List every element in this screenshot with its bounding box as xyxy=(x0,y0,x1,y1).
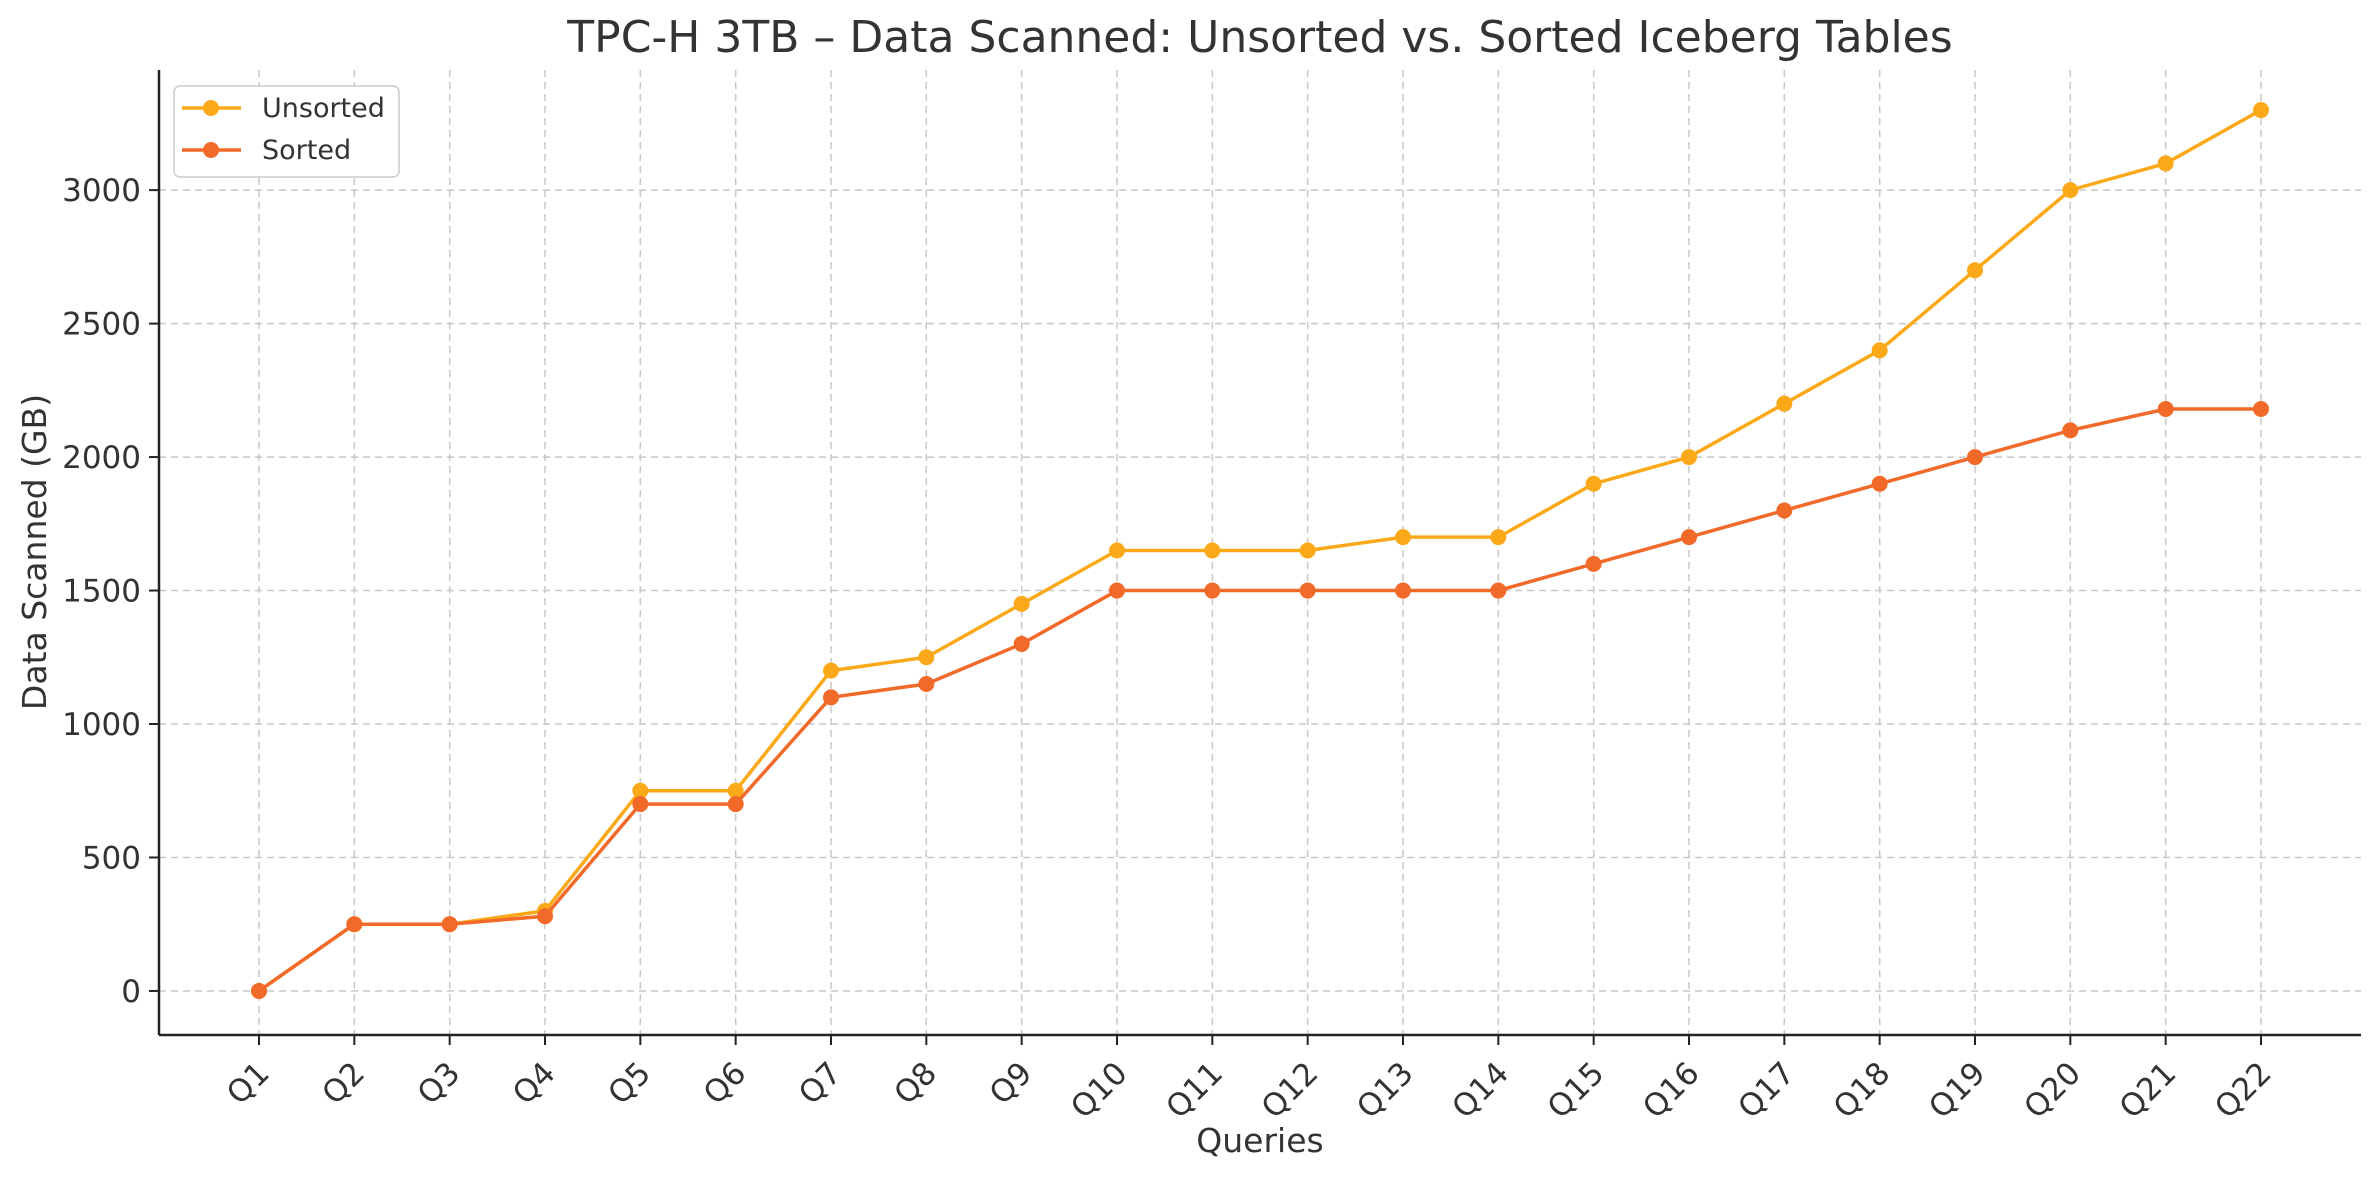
x-tick-label: Q15 xyxy=(1541,1055,1612,1126)
x-tick-label: Q8 xyxy=(887,1055,944,1112)
x-tick-label: Q6 xyxy=(697,1055,754,1112)
unsorted-point xyxy=(1681,449,1697,466)
y-tick-label: 1000 xyxy=(62,707,141,743)
sorted-point xyxy=(1871,475,1888,492)
unsorted-point xyxy=(1490,529,1507,546)
unsorted-line xyxy=(257,108,2262,993)
sorted-point xyxy=(2253,401,2269,418)
series-sorted xyxy=(251,401,2269,999)
sorted-point xyxy=(537,908,553,925)
sorted-point xyxy=(1299,582,1316,599)
unsorted-point xyxy=(1013,595,1030,612)
x-tick-label: Q9 xyxy=(983,1055,1040,1112)
sorted-point xyxy=(1395,582,1411,599)
x-tick-label: Q17 xyxy=(1731,1055,1802,1126)
sorted-point xyxy=(823,689,839,706)
x-tick-label: Q19 xyxy=(1922,1055,1993,1126)
x-tick-label: Q4 xyxy=(506,1055,563,1112)
x-tick-label: Q13 xyxy=(1350,1055,1421,1126)
legend: Unsorted Sorted xyxy=(173,85,400,178)
unsorted-point xyxy=(1776,395,1793,412)
unsorted-point xyxy=(1395,529,1411,546)
sorted-point xyxy=(1681,529,1697,546)
sorted-point xyxy=(1776,502,1793,519)
grid-lines xyxy=(159,70,2361,1035)
legend-unsorted-marker xyxy=(203,100,219,116)
unsorted-point xyxy=(1967,262,1983,279)
x-tick-label: Q7 xyxy=(792,1055,849,1112)
x-tick-label: Q3 xyxy=(411,1055,468,1112)
y-tick-label: 500 xyxy=(82,840,141,876)
sorted-point xyxy=(251,982,267,999)
y-axis-label: Data Scanned (GB) xyxy=(15,394,54,710)
unsorted-point xyxy=(1299,542,1316,559)
unsorted-point xyxy=(727,782,744,799)
y-tick-label: 3000 xyxy=(62,173,141,209)
legend-sorted-marker xyxy=(203,142,219,158)
series-unsorted xyxy=(251,102,2269,999)
legend-sorted-label: Sorted xyxy=(262,135,351,166)
unsorted-point xyxy=(2062,182,2079,199)
unsorted-point xyxy=(632,782,649,799)
sorted-point xyxy=(346,916,363,933)
x-tick-label: Q2 xyxy=(315,1055,372,1112)
x-tick-label: Q1 xyxy=(220,1055,277,1112)
chart-title: TPC-H 3TB – Data Scanned: Unsorted vs. S… xyxy=(566,12,1952,63)
y-tick-label: 1500 xyxy=(62,574,141,610)
x-axis-ticks: Q1 Q2 Q3 Q4 Q5 Q6 Q7 Q8 Q9 Q10 Q11 Q12 Q13 Q14 Q15 Q16 Q… xyxy=(220,1035,2279,1126)
x-tick-label: Q16 xyxy=(1636,1055,1707,1126)
sorted-point xyxy=(632,796,649,813)
sorted-point xyxy=(441,916,458,933)
x-tick-label: Q11 xyxy=(1159,1055,1230,1126)
unsorted-point xyxy=(1871,342,1888,359)
x-tick-label: Q18 xyxy=(1827,1055,1898,1126)
x-tick-label: Q5 xyxy=(601,1055,658,1112)
sorted-point xyxy=(727,796,744,813)
y-tick-label: 2000 xyxy=(62,440,141,476)
y-tick-label: 2500 xyxy=(62,307,141,343)
unsorted-point xyxy=(1109,542,1125,559)
x-tick-label: Q22 xyxy=(2208,1055,2279,1126)
x-tick-label: Q21 xyxy=(2113,1055,2184,1126)
x-tick-label: Q12 xyxy=(1255,1055,1326,1126)
sorted-point xyxy=(2062,422,2079,439)
unsorted-point xyxy=(823,662,839,679)
legend-unsorted-label: Unsorted xyxy=(262,93,385,124)
unsorted-point xyxy=(2253,102,2269,119)
sorted-point xyxy=(1585,555,1602,572)
sorted-point xyxy=(1204,582,1221,599)
sorted-point xyxy=(1967,449,1983,466)
sorted-point xyxy=(918,675,935,692)
sorted-point xyxy=(1490,582,1507,599)
unsorted-point xyxy=(1204,542,1221,559)
unsorted-point xyxy=(918,649,935,666)
unsorted-point xyxy=(1585,475,1602,492)
sorted-point xyxy=(2157,401,2174,418)
x-tick-label: Q20 xyxy=(2017,1055,2088,1126)
unsorted-point xyxy=(2157,155,2174,172)
x-axis-label: Queries xyxy=(1196,1121,1323,1160)
series-layer xyxy=(251,102,2269,999)
y-tick-label: 0 xyxy=(121,974,141,1010)
sorted-point xyxy=(1013,635,1030,652)
x-tick-label: Q14 xyxy=(1445,1055,1516,1126)
sorted-point xyxy=(1109,582,1125,599)
sorted-line xyxy=(257,407,2261,993)
x-tick-label: Q10 xyxy=(1064,1055,1135,1126)
y-axis-ticks: 0 500 1000 1500 2000 2500 3000 xyxy=(62,173,159,1010)
